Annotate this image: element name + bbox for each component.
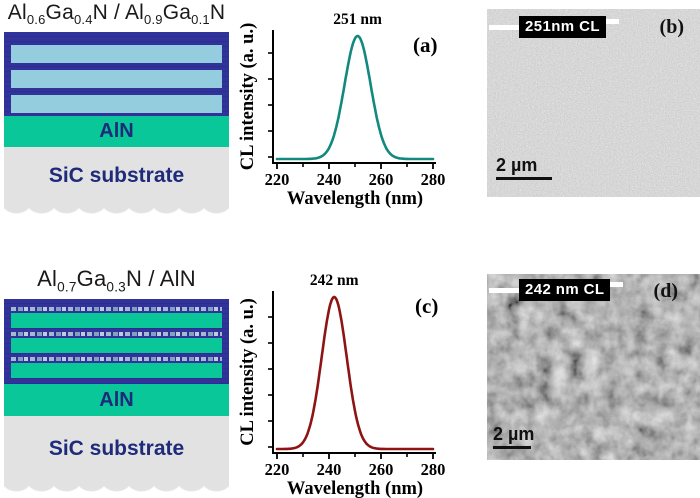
quantum-well-layer xyxy=(11,45,222,63)
thin-interlayer xyxy=(11,357,222,361)
substrate-broken-edge xyxy=(4,481,229,493)
formula-subscript: 0.1 xyxy=(191,12,210,28)
superlattice-stack-top xyxy=(4,32,229,116)
cl-map-noise-texture xyxy=(487,274,700,460)
thin-interlayer xyxy=(11,307,222,311)
panel-letter-b: (b) xyxy=(659,16,684,38)
spectrum-curve xyxy=(275,34,435,161)
quantum-well-layer xyxy=(11,363,222,378)
aln-buffer-layer: AlN xyxy=(4,116,229,147)
quantum-well-layer xyxy=(11,313,222,328)
formula-text: Ga xyxy=(45,1,74,24)
formula-subscript: 0.3 xyxy=(106,279,126,295)
structure-title-bottom: Al0.7Ga0.3N / AlN xyxy=(0,266,233,294)
y-axis-label: CL intensity (a. u.) xyxy=(238,298,258,446)
formula-text: N / Al xyxy=(92,1,145,24)
x-tick-label: 240 xyxy=(317,170,342,189)
cl-wavelength-tag: 242 nm CL xyxy=(489,279,624,301)
quantum-well-layer xyxy=(11,70,222,88)
x-axis-label: Wavelength (nm) xyxy=(287,479,423,498)
tag-label: 251nm CL xyxy=(519,16,606,38)
aln-buffer-layer: AlN xyxy=(4,384,229,416)
quantum-well-layer xyxy=(11,338,222,353)
formula-text: Al xyxy=(7,1,27,24)
cl-map-noise-texture xyxy=(487,9,700,197)
aln-layer-label: AlN xyxy=(99,388,134,411)
thin-interlayer xyxy=(11,332,222,336)
x-tick-label: 220 xyxy=(265,460,290,479)
panel-letter-d: (d) xyxy=(653,280,678,302)
scale-bar-line xyxy=(493,446,531,449)
x-tick-label: 260 xyxy=(369,170,394,189)
axes xyxy=(272,30,436,164)
cl-spectrum-chart-c: 220 240 260 280 242 nm (c) Wavelength (nm) CL i… xyxy=(238,272,446,498)
x-tick-label: 260 xyxy=(369,460,394,479)
substrate-label: SiC substrate xyxy=(48,437,185,460)
tag-bar-right xyxy=(605,19,619,24)
cl-spectrum-chart-a: 220 240 260 280 251 nm (a) Wavelength (nm) CL i… xyxy=(238,11,446,209)
substrate-broken-edge xyxy=(4,203,229,215)
sic-substrate-layer: SiC substrate xyxy=(4,147,229,215)
panel-letter: (c) xyxy=(415,294,438,318)
formula-text: N xyxy=(209,1,226,24)
tag-label: 242 nm CL xyxy=(519,279,611,301)
peak-wavelength-label: 242 nm xyxy=(310,272,359,289)
tag-bar-left xyxy=(489,287,519,293)
scale-bar: 2 µm xyxy=(496,155,552,180)
structure-panel-top: Al0.6Ga0.4N / Al0.9Ga0.1N AlN SiC substr… xyxy=(0,0,233,222)
x-tick-label: 220 xyxy=(265,170,290,189)
structure-panel-bottom: Al0.7Ga0.3N / AlN AlN SiC substrate xyxy=(0,264,233,498)
y-axis-label: CL intensity (a. u.) xyxy=(238,23,258,171)
cl-wavelength-tag: 251nm CL xyxy=(489,16,619,38)
scale-bar-label: 2 µm xyxy=(496,155,538,175)
formula-subscript: 0.7 xyxy=(57,279,77,295)
x-axis-label: Wavelength (nm) xyxy=(287,189,423,209)
aln-layer-label: AlN xyxy=(99,120,134,142)
peak-wavelength-label: 251 nm xyxy=(333,11,382,28)
scale-bar-line xyxy=(496,177,552,180)
formula-subscript: 0.9 xyxy=(144,12,163,28)
formula-text: Ga xyxy=(162,1,192,24)
sic-substrate-layer: SiC substrate xyxy=(4,416,229,493)
formula-text: N / AlN xyxy=(125,266,196,291)
scale-bar-label: 2 µm xyxy=(493,424,535,444)
scale-bar: 2 µm xyxy=(493,424,534,449)
formula-subscript: 0.4 xyxy=(73,12,93,28)
axes xyxy=(272,291,436,454)
tag-bar-left xyxy=(489,24,519,30)
cl-map-image-d: 242 nm CL (d) 2 µm xyxy=(487,274,700,460)
tag-bar-right xyxy=(610,282,624,287)
formula-subscript: 0.6 xyxy=(26,12,46,28)
x-tick-label: 280 xyxy=(421,460,446,479)
cl-map-image-b: 251nm CL (b) 2 µm xyxy=(487,9,700,197)
x-tick-label: 240 xyxy=(317,460,342,479)
superlattice-stack-bottom xyxy=(4,299,229,384)
formula-text: Ga xyxy=(76,266,107,291)
spectrum-curve xyxy=(275,295,435,451)
substrate-label: SiC substrate xyxy=(48,163,185,187)
panel-letter: (a) xyxy=(413,33,438,57)
structure-title-top: Al0.6Ga0.4N / Al0.9Ga0.1N xyxy=(0,1,233,27)
x-tick-label: 280 xyxy=(421,170,446,189)
quantum-well-layer xyxy=(11,95,222,113)
formula-text: Al xyxy=(37,266,58,291)
